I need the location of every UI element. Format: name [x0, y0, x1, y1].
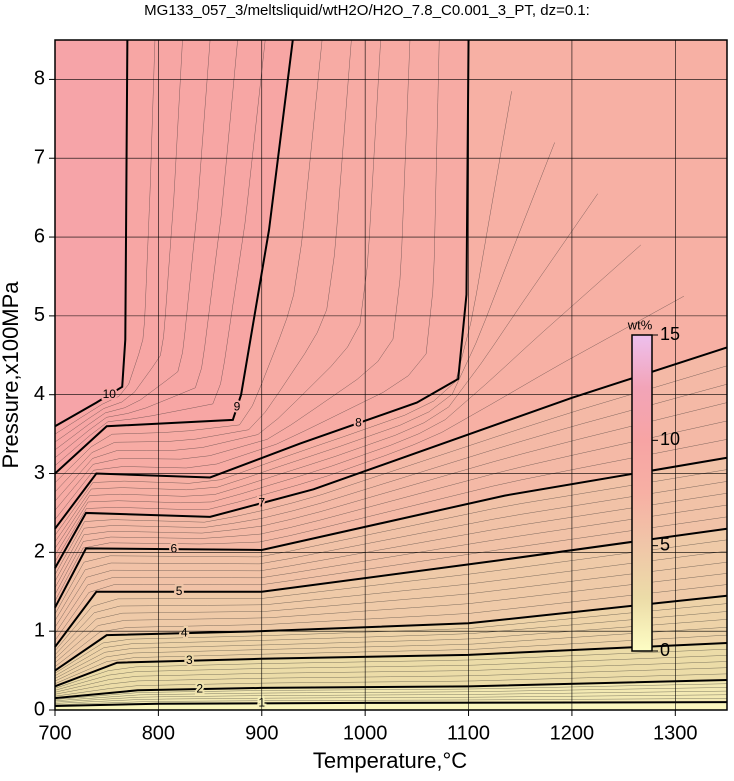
contour-line	[54, 39, 294, 475]
minor-contour	[54, 584, 728, 667]
minor-contour	[54, 661, 728, 693]
colorbar-tick-label: 5	[660, 534, 670, 554]
x-tick-label: 900	[245, 722, 278, 744]
colorbar-tick-label: 0	[660, 640, 670, 660]
minor-contour	[54, 667, 728, 695]
contour-line	[54, 39, 470, 530]
contour-label: 6	[171, 541, 178, 555]
minor-contour	[54, 39, 156, 435]
y-tick-label: 0	[34, 698, 45, 720]
minor-contour	[54, 39, 352, 493]
minor-contour	[54, 39, 411, 511]
minor-contour	[54, 539, 728, 652]
minor-contour	[54, 39, 323, 483]
minor-contour	[54, 619, 728, 679]
contour-label: 9	[234, 399, 241, 413]
minor-contour	[54, 39, 266, 466]
contour-label: 8	[355, 415, 362, 429]
minor-contour	[54, 690, 728, 703]
y-axis-label: Pressure,x100MPa	[0, 281, 23, 469]
y-tick-label: 4	[34, 383, 45, 405]
y-tick-label: 7	[34, 147, 45, 169]
minor-contour	[54, 493, 728, 628]
colorbar	[631, 334, 653, 652]
x-tick-label: 1200	[550, 722, 595, 744]
minor-contour	[54, 481, 728, 621]
minor-contour	[54, 384, 728, 582]
contour-label: 10	[103, 387, 117, 401]
x-tick-label: 1300	[653, 722, 698, 744]
x-axis-label: Temperature,°C	[313, 748, 467, 773]
contour-label: 4	[181, 625, 188, 639]
y-tick-label: 2	[34, 541, 45, 563]
x-tick-label: 1100	[447, 722, 490, 744]
minor-contour	[54, 504, 728, 634]
minor-contour	[54, 698, 728, 705]
colorbar-tick-label: 10	[660, 429, 680, 449]
minor-contour	[54, 648, 728, 689]
contour-line	[54, 39, 129, 428]
minor-contour	[54, 39, 211, 451]
minor-contour	[54, 439, 728, 602]
minor-contour	[54, 39, 440, 520]
minor-contour	[54, 420, 728, 595]
minor-contour	[54, 516, 728, 641]
minor-contour	[54, 365, 728, 575]
minor-contour	[54, 694, 728, 704]
minor-contour	[54, 562, 728, 659]
x-tick-label: 1000	[343, 722, 388, 744]
y-tick-label: 5	[34, 304, 45, 326]
minor-contour	[54, 39, 381, 502]
chart-title: MG133_057_3/meltsliquid/wtH2O/H2O_7.8_C0…	[144, 2, 590, 19]
minor-contour	[54, 193, 598, 549]
minor-contour	[54, 39, 183, 443]
contour-label: 5	[176, 584, 183, 598]
minor-contour	[54, 142, 555, 542]
minor-contour	[54, 687, 728, 702]
minor-contour	[54, 655, 728, 691]
contour-label: 2	[196, 681, 203, 695]
minor-contour	[54, 627, 728, 682]
minor-contour	[54, 673, 728, 697]
minor-contour	[54, 469, 728, 615]
minor-contour	[54, 402, 728, 588]
x-tick-label: 800	[142, 722, 175, 744]
plot-frame	[54, 39, 728, 711]
colorbar-label: wt%	[627, 317, 653, 332]
y-tick-label: 3	[34, 462, 45, 484]
y-tick-label: 6	[34, 225, 45, 247]
minor-contour	[54, 611, 728, 677]
minor-contour	[54, 244, 641, 556]
minor-contour	[54, 39, 238, 458]
minor-contour	[54, 683, 728, 700]
minor-contour	[54, 296, 685, 562]
minor-contour	[54, 91, 512, 536]
minor-contour	[54, 573, 728, 663]
minor-contour	[54, 550, 728, 655]
x-tick-label: 700	[38, 722, 71, 744]
colorbar-tick-label: 15	[660, 324, 680, 344]
y-tick-label: 8	[34, 68, 45, 90]
minor-contour	[54, 634, 728, 684]
contour-label: 3	[186, 653, 193, 667]
y-tick-label: 1	[34, 619, 45, 641]
